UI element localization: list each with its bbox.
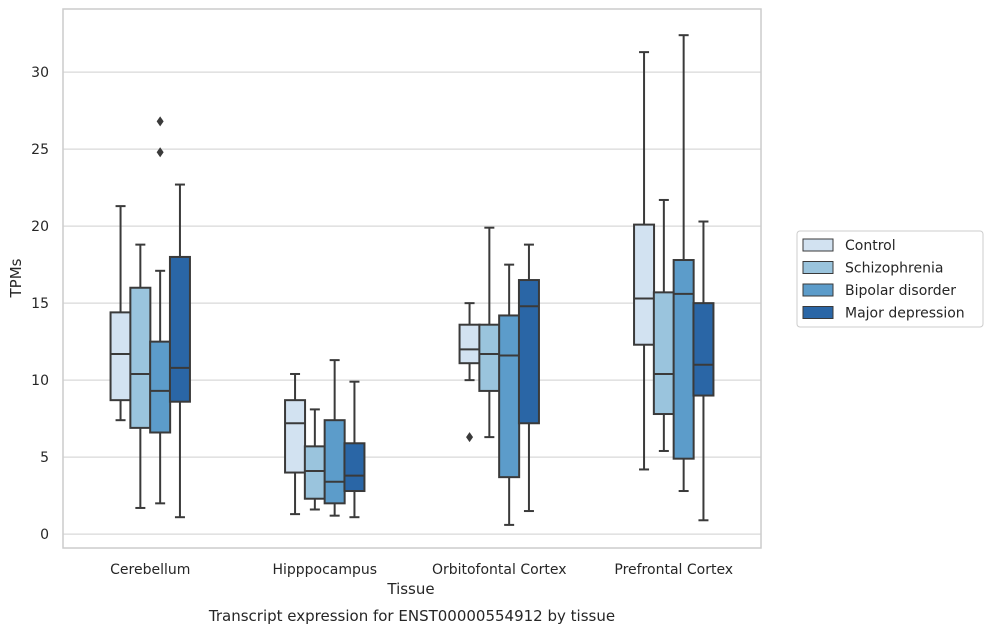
- x-tick-label: Cerebellum: [110, 562, 190, 578]
- box-iqr: [109, 311, 132, 402]
- legend-swatch: [802, 306, 834, 319]
- box-iqr: [478, 323, 501, 392]
- y-tick-label: 25: [31, 142, 49, 158]
- box-iqr: [692, 302, 715, 397]
- y-tick-label: 5: [40, 450, 49, 466]
- x-tick-label: Prefrontal Cortex: [614, 562, 733, 578]
- plot-frame: [62, 8, 762, 549]
- box: [692, 220, 715, 522]
- box-iqr: [284, 399, 307, 474]
- legend-swatch: [802, 238, 834, 252]
- box: [129, 243, 152, 509]
- box: [633, 51, 656, 471]
- box: [323, 359, 346, 517]
- chart-caption: Transcript expression for ENST0000055491…: [208, 607, 615, 625]
- x-tick-label: Orbitofontal Cortex: [432, 562, 567, 578]
- y-tick-labels: 0 5 10 15 20 25 30: [31, 65, 49, 543]
- box: [168, 183, 191, 519]
- box: [343, 380, 366, 519]
- y-tick-label: 30: [31, 65, 49, 81]
- box-iqr: [168, 255, 191, 403]
- box: [109, 205, 132, 422]
- outlier-point: [466, 432, 474, 443]
- y-tick-label: 0: [40, 527, 49, 543]
- box-iqr: [633, 223, 656, 346]
- box-iqr: [498, 314, 521, 479]
- box-iqr: [458, 323, 481, 365]
- box-iqr: [129, 286, 152, 429]
- y-axis-label: TPMs: [7, 258, 25, 298]
- box-iqr: [517, 279, 540, 425]
- box-iqr: [672, 259, 695, 460]
- box-iqr: [343, 442, 366, 493]
- x-tick-label: Hipppocampus: [272, 562, 377, 578]
- box: [149, 116, 172, 505]
- box-series: [109, 34, 715, 526]
- legend-items: Control Schizophrenia Bipolar disorder Majo…: [802, 238, 965, 322]
- box-iqr: [149, 340, 172, 434]
- box: [672, 34, 695, 493]
- box: [652, 198, 675, 452]
- x-tick-labels: Cerebellum Hipppocampus Orbitofontal Corte…: [110, 562, 733, 578]
- y-tick-label: 15: [31, 296, 49, 312]
- outlier-point: [156, 116, 164, 127]
- legend-label: Bipolar disorder: [845, 283, 956, 299]
- legend-label: Control: [845, 238, 896, 254]
- x-axis-label: Tissue: [386, 580, 434, 598]
- outlier-point: [156, 147, 164, 158]
- legend-label: Schizophrenia: [845, 261, 943, 277]
- box-iqr: [323, 419, 346, 505]
- box: [284, 372, 307, 516]
- box: [517, 243, 540, 513]
- legend: Control Schizophrenia Bipolar disorder Majo…: [796, 230, 984, 328]
- legend-swatch: [802, 283, 834, 297]
- box-iqr: [652, 291, 675, 416]
- y-tick-label: 20: [31, 219, 49, 235]
- box: [478, 226, 501, 439]
- y-tick-label: 10: [31, 373, 49, 389]
- legend-frame: [796, 230, 984, 328]
- legend-swatch: [802, 261, 834, 274]
- box-iqr: [303, 445, 326, 500]
- legend-label: Major depression: [845, 306, 965, 322]
- box: [303, 408, 326, 511]
- box: [458, 302, 481, 443]
